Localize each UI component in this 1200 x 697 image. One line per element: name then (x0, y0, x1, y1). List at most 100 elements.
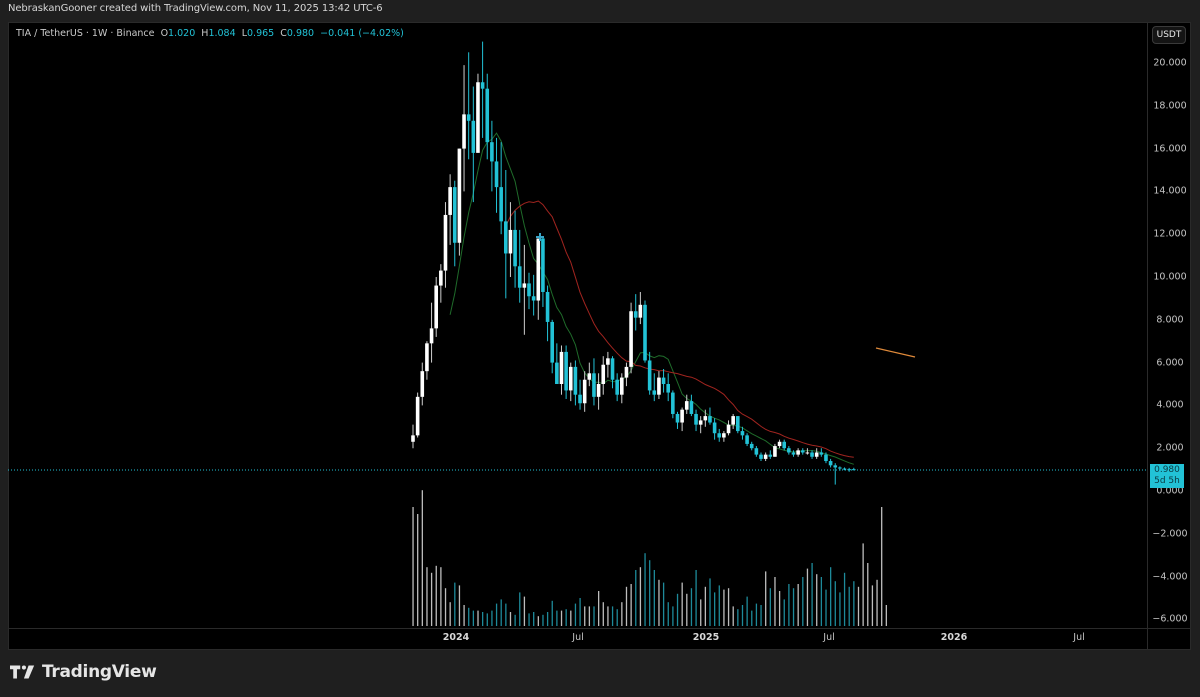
volume-bar (741, 605, 744, 626)
volume-bar (463, 605, 465, 626)
volume-bar (472, 610, 475, 626)
volume-bar (778, 591, 781, 626)
candle-body (638, 304, 643, 318)
candle-body (787, 448, 791, 453)
currency-button[interactable]: USDT (1152, 26, 1186, 44)
candle-body (462, 114, 466, 149)
volume-bar (746, 596, 748, 626)
candle-body (768, 454, 773, 457)
moving-average-slow (505, 200, 854, 458)
volume-bar (672, 606, 674, 626)
candle-body (657, 377, 661, 395)
volume-bar (727, 588, 730, 626)
bar-countdown: 5d 5h (1154, 476, 1180, 486)
chart-pane[interactable] (8, 22, 1191, 650)
low-value: 0.965 (247, 28, 275, 39)
volume-bar (639, 567, 642, 626)
candle-body (763, 454, 768, 459)
candle-body (555, 362, 559, 384)
volume-bar (630, 584, 632, 626)
candle-body (439, 270, 443, 286)
symbol-info[interactable]: TIA / TetherUS · 1W · Binance (16, 28, 155, 39)
volume-bar (611, 606, 614, 626)
volume-bar (454, 582, 456, 626)
volume-bar (867, 563, 869, 626)
volume-bar (825, 589, 827, 626)
volume-bar (430, 572, 433, 626)
candle-body (800, 450, 805, 453)
candle-body (722, 433, 726, 438)
volume-bar (871, 585, 874, 626)
candle-body (661, 377, 666, 384)
candle-body (698, 420, 703, 425)
volume-bar (649, 560, 651, 626)
candle-body (726, 424, 731, 434)
candle-body (736, 416, 740, 432)
volume-bar (444, 588, 447, 626)
volume-bar (468, 607, 470, 626)
candle-body (476, 82, 480, 153)
price-tick-label: −4.000 (1152, 571, 1188, 583)
trend-line-drawing (875, 347, 916, 358)
candle-body (777, 441, 782, 447)
candle-body (582, 379, 587, 404)
volume-bar (681, 582, 683, 626)
volume-bar (644, 553, 646, 626)
candle-body (610, 358, 615, 380)
volume-bar (830, 567, 832, 626)
volume-bar (505, 603, 507, 626)
volume-bar (769, 588, 771, 626)
volume-bar (723, 589, 725, 626)
volume-bar (695, 570, 697, 626)
candle-body (425, 343, 429, 372)
candle-body (499, 187, 503, 222)
candle-body (796, 450, 800, 455)
volume-bar (449, 602, 451, 626)
time-tick-label: Jul (1073, 632, 1085, 643)
volume-bar (839, 592, 841, 626)
candle-body (814, 452, 819, 457)
volume-bar (653, 570, 655, 626)
close-value: 0.980 (286, 28, 315, 39)
volume-bar (751, 610, 753, 626)
candle-body (471, 120, 476, 153)
candle-body (587, 373, 592, 380)
symbol-legend: TIA / TetherUS · 1W · Binance O1.020 H1.… (16, 28, 404, 39)
volume-bar (662, 582, 665, 626)
candle-body (578, 394, 582, 404)
candle-body (485, 88, 490, 143)
change-value: −0.041 (−4.02%) (320, 28, 404, 39)
moving-average-fast (449, 132, 854, 465)
price-tick-label: 18.000 (1153, 100, 1187, 112)
volume-bar (802, 577, 804, 626)
volume-bar (584, 606, 586, 626)
volume-bar (440, 567, 442, 626)
time-tick-label: 2024 (442, 632, 470, 643)
volume-bar (528, 613, 530, 626)
candle-body (838, 467, 842, 469)
volume-bar (783, 599, 785, 626)
footer-brand-name: TradingView (42, 662, 157, 682)
volume-bar (843, 572, 846, 626)
time-tick-label: Jul (823, 632, 835, 643)
candle-body (708, 416, 712, 423)
candle-body (643, 304, 647, 361)
volume-bar (797, 584, 799, 626)
volume-bar (820, 577, 823, 626)
price-tick-label: −2.000 (1152, 528, 1188, 540)
candle-body (522, 283, 527, 288)
price-tick-label: 6.000 (1156, 357, 1184, 369)
price-tick-label: 12.000 (1153, 228, 1187, 240)
volume-bar (690, 588, 693, 626)
candle-body (712, 422, 717, 434)
candle-body (773, 446, 777, 457)
time-tick-label: 2026 (940, 632, 968, 643)
volume-bar (816, 574, 818, 626)
volume-bar (477, 610, 479, 626)
volume-bar (486, 613, 488, 626)
candle-body (671, 392, 675, 414)
volume-bar (616, 609, 618, 626)
candle-body (443, 214, 448, 271)
volume-bar (857, 586, 860, 626)
